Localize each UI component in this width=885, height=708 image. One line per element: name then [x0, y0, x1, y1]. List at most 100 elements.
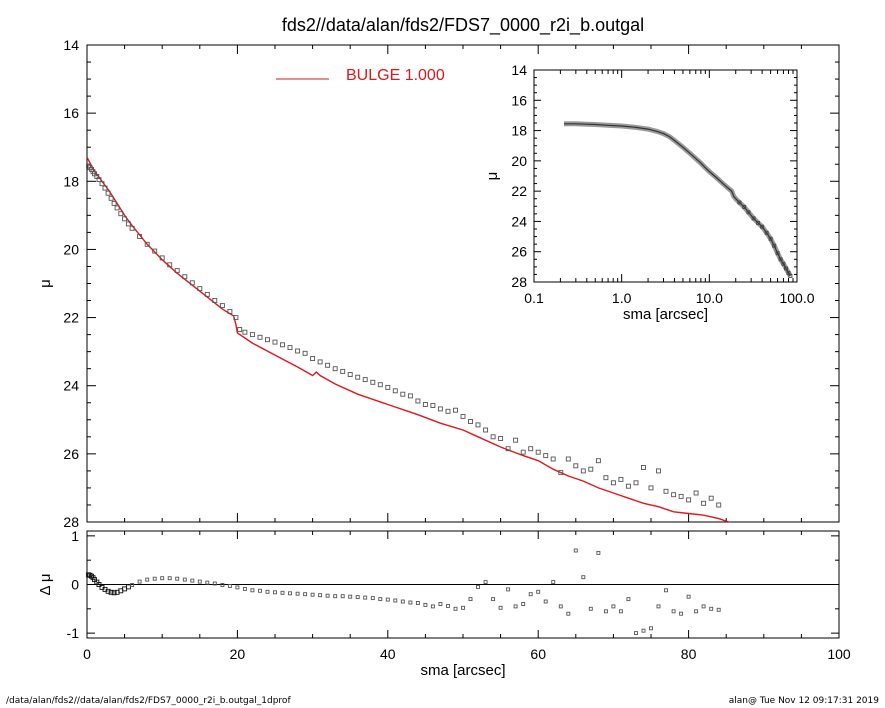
residual-point [105, 588, 111, 594]
residual-point [220, 583, 225, 587]
residual-point [400, 599, 405, 604]
data-point [257, 334, 263, 340]
residual-y-tick-label: -1 [67, 625, 80, 641]
residual-point [671, 609, 676, 614]
inset-data-point [746, 210, 751, 215]
data-point [595, 458, 601, 464]
inset-data-point [764, 230, 769, 235]
data-point [108, 195, 114, 201]
residual-point [536, 589, 541, 594]
inset-data-point [775, 251, 780, 256]
residual-point [611, 604, 616, 609]
data-point [610, 480, 616, 486]
data-point [197, 286, 203, 292]
data-point [708, 495, 714, 501]
data-point [237, 327, 243, 332]
data-point [625, 483, 631, 489]
residual-point [649, 626, 653, 631]
inset-x-tick-label: 100.0 [779, 290, 814, 306]
residual-x-tick-label: 40 [380, 646, 396, 662]
data-point [520, 449, 526, 455]
data-point [580, 468, 586, 474]
residual-point [89, 573, 94, 579]
data-point [701, 500, 707, 506]
residual-point [318, 593, 323, 598]
data-point [641, 465, 646, 470]
data-point [189, 280, 195, 286]
data-point [558, 470, 564, 476]
data-point [362, 377, 368, 383]
residual-x-tick-label: 80 [681, 646, 697, 662]
data-point [310, 356, 316, 361]
residual-point [235, 585, 240, 590]
data-point [212, 298, 218, 303]
residual-point [288, 591, 292, 596]
data-point [340, 368, 346, 374]
residual-point [325, 593, 330, 598]
data-point [152, 248, 158, 254]
residual-point [227, 584, 232, 588]
data-point [678, 493, 684, 499]
data-point [174, 268, 180, 274]
residual-point [197, 579, 202, 584]
inset-y-tick-label: 26 [511, 244, 527, 260]
residual-point [491, 597, 496, 602]
residual-point [265, 589, 270, 594]
data-point [122, 216, 128, 222]
inset-x-tick-label: 0.1 [524, 290, 544, 306]
data-point [490, 434, 496, 440]
data-point [144, 241, 150, 247]
data-point [535, 449, 541, 455]
residual-point [701, 604, 706, 609]
data-point [114, 205, 120, 211]
data-point [407, 393, 413, 399]
residual-x-axis-label: sma [arcsec] [420, 662, 505, 679]
data-point [550, 456, 556, 462]
residual-point [656, 604, 661, 609]
residual-point [160, 576, 165, 581]
inset-data-point [784, 266, 788, 271]
data-point [227, 308, 233, 314]
data-point [105, 190, 111, 196]
residual-point [182, 577, 187, 582]
data-point [415, 398, 421, 404]
residual-point [551, 580, 556, 585]
residual-point [333, 594, 338, 599]
data-point [392, 388, 398, 394]
residual-point [498, 605, 503, 610]
data-point [137, 234, 143, 239]
main-y-tick-label: 28 [63, 514, 79, 530]
data-point [400, 391, 406, 397]
residual-point [273, 590, 277, 595]
residual-point [96, 582, 102, 587]
data-point [272, 339, 278, 345]
data-point [302, 350, 308, 356]
data-point [460, 413, 466, 419]
residual-point [679, 611, 684, 616]
data-point [347, 372, 353, 377]
residual-point [152, 576, 157, 581]
inset-data-point [760, 224, 765, 229]
footer-file-path: /data/alan/fds2//data/alan/fds2/FDS7_000… [6, 696, 291, 706]
inset-panel: 0.1 1.0 10.0 100.0 14 16 18 20 22 24 26 28 μ sma [arc… [484, 62, 815, 323]
main-y-tick-label: 16 [63, 105, 79, 121]
main-y-tick-label: 20 [63, 241, 79, 257]
inset-data-point [778, 257, 783, 262]
residual-point [566, 611, 571, 616]
residual-point [446, 603, 450, 608]
data-point [716, 502, 722, 508]
chart-title: fds2//data/alan/fds2/FDS7_0000_r2i_b.out… [282, 15, 644, 36]
data-point [249, 332, 255, 338]
data-point [99, 181, 105, 187]
data-point [453, 407, 458, 413]
residual-point [137, 579, 142, 584]
data-point [483, 427, 489, 433]
residual-x-tick-label: 0 [83, 646, 91, 662]
data-point [430, 403, 436, 408]
data-point [159, 255, 165, 261]
residual-point [408, 600, 413, 605]
residual-point [626, 597, 631, 602]
data-point [693, 490, 699, 496]
data-point [648, 485, 654, 491]
